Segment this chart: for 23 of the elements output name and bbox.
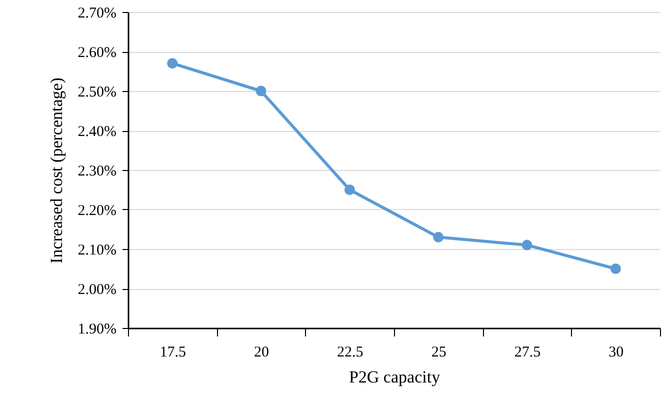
point bbox=[344, 184, 355, 195]
y-tick-label: 2.50% bbox=[78, 84, 116, 100]
y-tick-label: 2.70% bbox=[78, 6, 116, 22]
y-tick-label: 2.20% bbox=[78, 203, 116, 219]
point bbox=[610, 264, 621, 274]
y-tick-label: 2.10% bbox=[78, 242, 116, 258]
x-tick-label: 22.5 bbox=[337, 344, 364, 360]
x-axis-title: P2G capacity bbox=[348, 368, 441, 386]
point bbox=[256, 86, 266, 96]
y-tick-label: 2.60% bbox=[78, 45, 116, 61]
x-tick-label: 30 bbox=[608, 344, 624, 360]
y-tick-label: 2.00% bbox=[78, 282, 116, 298]
x-tick-label: 27.5 bbox=[514, 344, 541, 360]
point bbox=[167, 58, 178, 69]
y-tick-label: 1.90% bbox=[78, 322, 116, 338]
point bbox=[433, 232, 444, 242]
point bbox=[522, 240, 532, 250]
x-tick-label: 20 bbox=[254, 344, 269, 360]
y-tick-label: 2.40% bbox=[78, 124, 116, 140]
x-tick-label: 17.5 bbox=[160, 344, 186, 360]
y-axis-title: Increased cost (percentage) bbox=[46, 78, 66, 264]
x-tick-label: 25 bbox=[431, 344, 446, 360]
y-tick-label: 2.30% bbox=[78, 164, 116, 180]
